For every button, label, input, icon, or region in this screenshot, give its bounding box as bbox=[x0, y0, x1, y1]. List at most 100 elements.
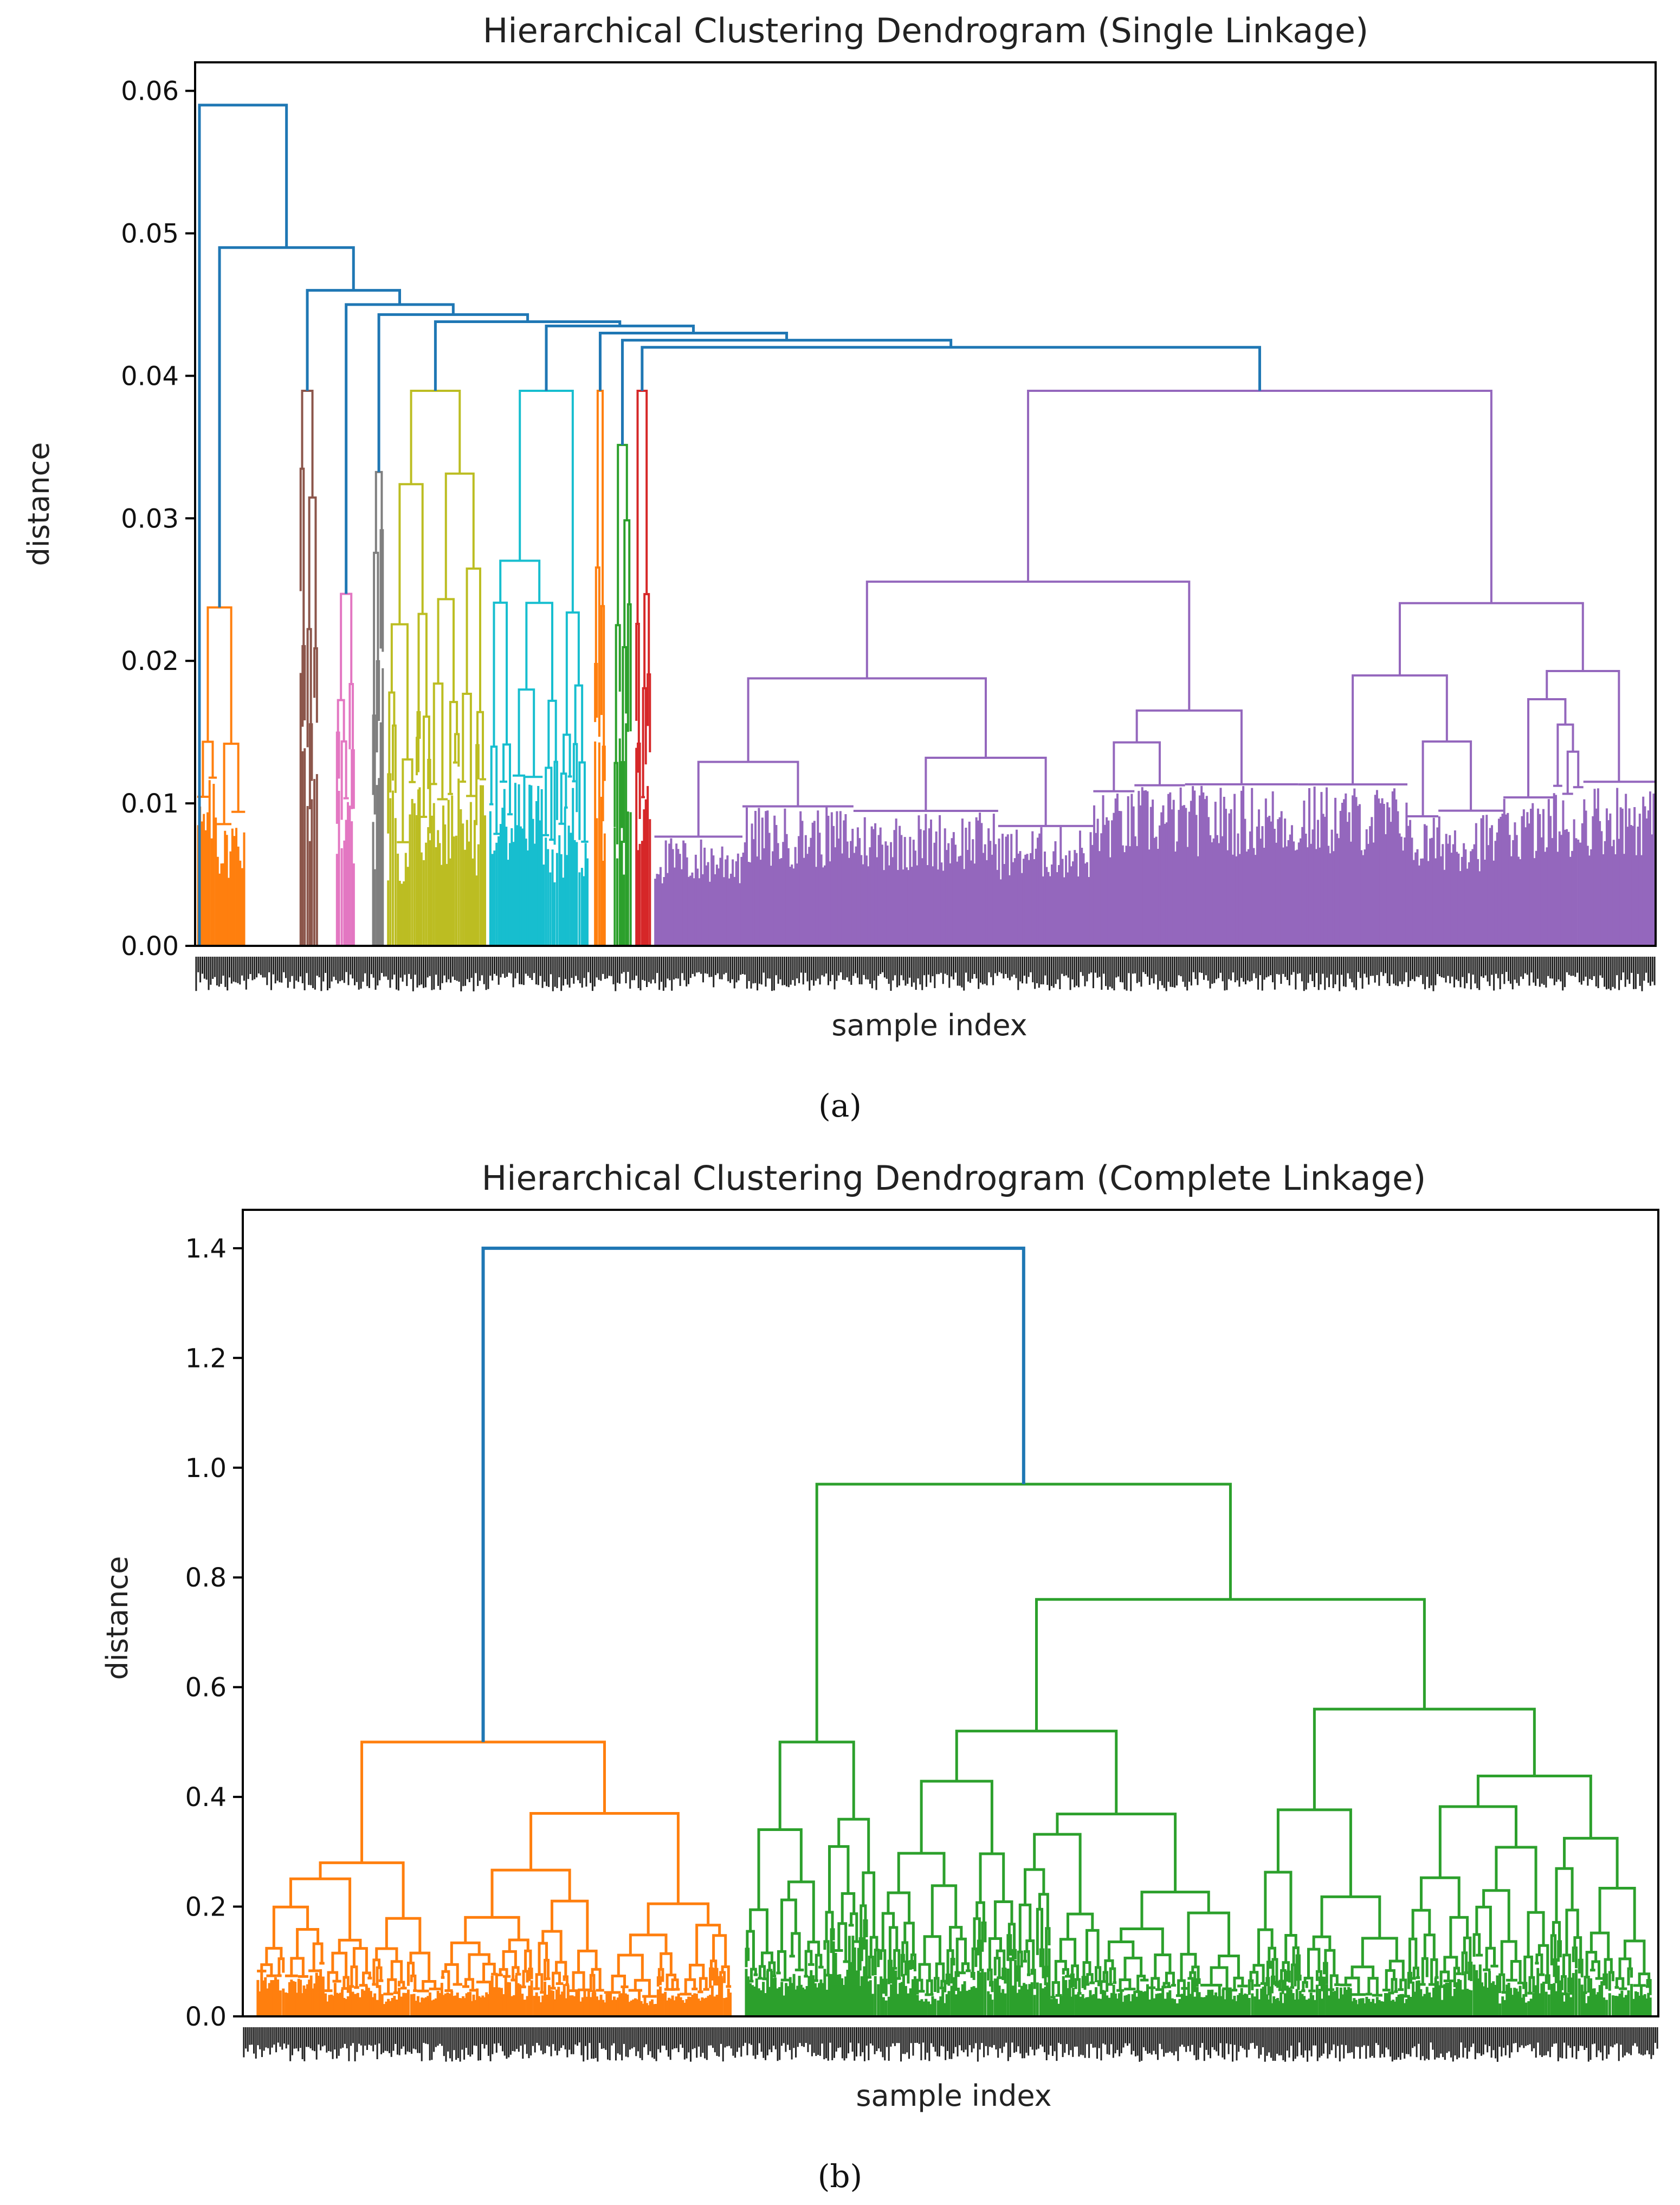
dendrogram-link bbox=[858, 1937, 863, 1971]
dendrogram-link bbox=[971, 1947, 978, 1974]
dendrogram-link bbox=[387, 773, 392, 834]
dendrogram-link bbox=[351, 749, 355, 809]
dendrogram-link bbox=[931, 1884, 958, 1937]
dendrogram-link bbox=[1313, 1707, 1536, 1810]
dendrogram-link bbox=[464, 1916, 520, 1943]
dendrogram-link bbox=[642, 687, 647, 797]
dendrogram-link bbox=[1257, 1928, 1274, 1965]
dendrogram-link bbox=[476, 711, 484, 779]
dendrogram-link bbox=[416, 711, 421, 739]
dendrogram-link bbox=[1264, 1871, 1293, 1936]
dendrogram-link bbox=[1302, 1981, 1308, 1991]
dendrogram-link-above-threshold bbox=[377, 313, 529, 472]
dendrogram-link bbox=[745, 1948, 750, 1968]
dendrogram-link bbox=[1439, 1970, 1450, 1987]
dendrogram-link bbox=[1039, 1948, 1045, 1978]
dendrogram-link bbox=[528, 1968, 533, 1981]
dendrogram-link bbox=[823, 1940, 830, 1975]
dendrogram-link bbox=[750, 1968, 757, 1982]
dendrogram-link bbox=[538, 1942, 548, 1975]
panel-b-ylabel: distance bbox=[100, 1556, 134, 1680]
dendrogram-link bbox=[1252, 1964, 1265, 1984]
dendrogram-link bbox=[887, 1959, 893, 1984]
dendrogram-link bbox=[340, 592, 353, 700]
dendrogram-link bbox=[362, 1971, 371, 1985]
dendrogram-link bbox=[1027, 389, 1492, 603]
dendrogram-link bbox=[360, 1740, 606, 1863]
dendrogram-link bbox=[1385, 1969, 1395, 1990]
dendrogram-link bbox=[553, 760, 558, 845]
dendrogram-link bbox=[1324, 1949, 1336, 1976]
dendrogram-link bbox=[1623, 1939, 1646, 1974]
dendrogram-link bbox=[1591, 1960, 1600, 1979]
dendrogram-link bbox=[749, 1908, 768, 1953]
dendrogram-link bbox=[595, 566, 600, 737]
y-tick-label: 1.2 bbox=[185, 1343, 227, 1374]
dendrogram-link bbox=[1584, 1975, 1590, 1993]
dendrogram-link bbox=[1276, 1808, 1352, 1897]
dendrogram-link bbox=[634, 1978, 651, 1997]
dendrogram-link bbox=[1453, 1967, 1461, 1988]
dendrogram-link bbox=[1140, 1891, 1210, 1929]
dendrogram-link bbox=[1035, 1598, 1426, 1731]
dendrogram-link bbox=[572, 1971, 585, 1991]
dendrogram-link-above-threshold bbox=[218, 246, 355, 608]
dendrogram-link bbox=[777, 1950, 787, 1980]
dendrogram-link bbox=[312, 1942, 324, 1971]
dendrogram-link bbox=[572, 743, 578, 813]
dendrogram-link bbox=[524, 1949, 532, 1971]
dendrogram-link bbox=[1006, 1934, 1012, 1961]
dendrogram-link bbox=[1585, 1951, 1598, 1977]
dendrogram-link bbox=[550, 1899, 589, 1951]
dendrogram-link bbox=[376, 1966, 383, 1988]
dendrogram-link bbox=[1567, 1977, 1572, 1995]
dendrogram-link bbox=[987, 1968, 993, 1982]
dendrogram-link bbox=[1001, 1967, 1007, 1984]
dendrogram-link bbox=[301, 645, 306, 727]
dendrogram-link bbox=[760, 1951, 773, 1967]
dendrogram-link bbox=[791, 1932, 801, 1970]
panel-a-y-ticks: 0.00 0.01 0.02 0.03 0.04 0.05 0.06 bbox=[121, 76, 195, 962]
dendrogram-root-link bbox=[198, 104, 288, 946]
dendrogram-link bbox=[1007, 1923, 1016, 1951]
dendrogram-link bbox=[308, 496, 317, 649]
dendrogram-link bbox=[535, 1973, 544, 1993]
dendrogram-link bbox=[946, 1949, 954, 1975]
panel-a-title: Hierarchical Clustering Dendrogram (Sing… bbox=[483, 11, 1368, 50]
dendrogram-link bbox=[468, 1953, 490, 1980]
dendrogram-link bbox=[622, 646, 628, 763]
dendrogram-link bbox=[1062, 1968, 1069, 1977]
dendrogram-link bbox=[340, 740, 347, 820]
dendrogram-link bbox=[1036, 1907, 1044, 1955]
dendrogram-link bbox=[721, 1965, 730, 1987]
dendrogram-link bbox=[206, 606, 232, 744]
dendrogram-link bbox=[828, 1845, 850, 1912]
dendrogram-link bbox=[1315, 1970, 1322, 1981]
dendrogram-link bbox=[1290, 1963, 1297, 1988]
panel-b-plot-area bbox=[256, 1246, 1652, 2016]
dendrogram-link bbox=[815, 1482, 1232, 1742]
dendrogram-link bbox=[979, 1852, 1005, 1903]
dendrogram-link bbox=[1627, 1967, 1633, 1985]
dendrogram-link bbox=[545, 766, 553, 840]
dendrogram-link bbox=[926, 1979, 933, 1995]
dendrogram-link bbox=[409, 1951, 431, 1982]
dendrogram-root-link bbox=[481, 1246, 1025, 1742]
dendrogram-link bbox=[1056, 1813, 1177, 1892]
panel-a-ylabel: distance bbox=[22, 442, 56, 566]
dendrogram-link bbox=[541, 1930, 563, 1963]
dendrogram-link bbox=[1398, 602, 1584, 676]
dendrogram-link-above-threshold bbox=[598, 332, 789, 391]
dendrogram-link bbox=[1430, 1958, 1438, 1985]
y-tick-label: 0.01 bbox=[121, 789, 179, 819]
dendrogram-link bbox=[335, 731, 340, 824]
dendrogram-link bbox=[525, 602, 554, 701]
dendrogram-link bbox=[747, 677, 987, 762]
dendrogram-link bbox=[1468, 1961, 1473, 1981]
dendrogram-link bbox=[903, 1922, 915, 1955]
dendrogram-link bbox=[1572, 1946, 1578, 1969]
dendrogram-link bbox=[1482, 1889, 1510, 1942]
dendrogram-link bbox=[1024, 1868, 1045, 1905]
dendrogram-link bbox=[925, 756, 1047, 826]
dendrogram-link bbox=[874, 1949, 880, 1975]
